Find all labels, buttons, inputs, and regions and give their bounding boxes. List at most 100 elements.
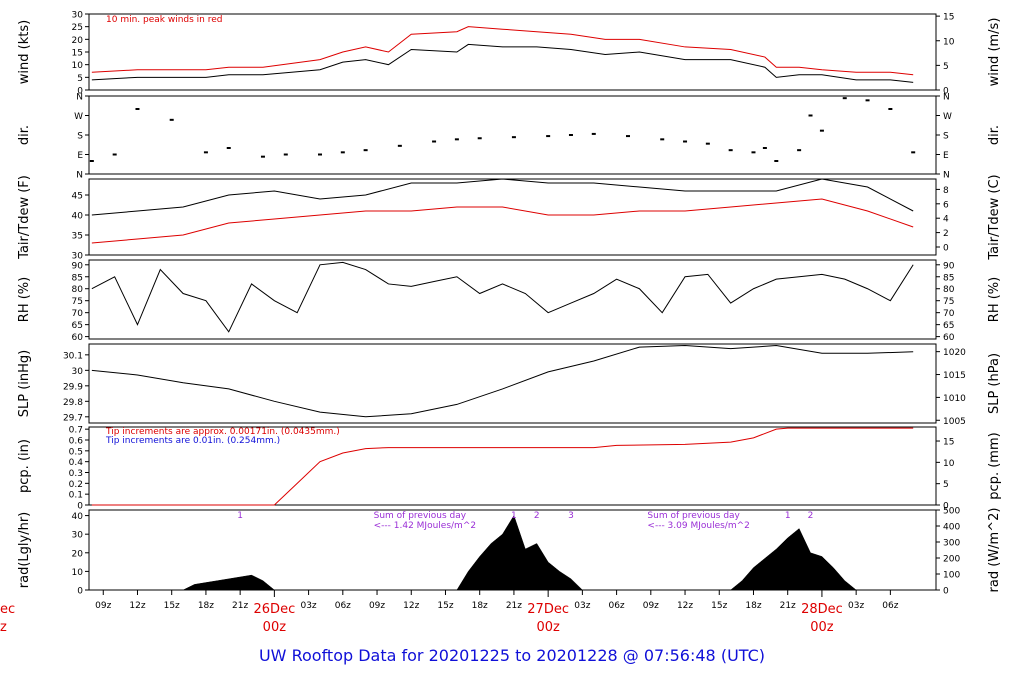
- y-tick-label: 29.8: [63, 398, 83, 408]
- panel-annotation: 2: [534, 511, 540, 521]
- panel-annotation: <--- 3.09 MJoules/m^2: [647, 521, 749, 531]
- x-tick-label: 06z: [335, 601, 351, 611]
- data-point: [260, 155, 265, 158]
- x-tick-label: 15z: [711, 601, 727, 611]
- y-tick-label: 20: [72, 36, 84, 46]
- panel-annotation: <--- 1.42 MJoules/m^2: [374, 521, 476, 531]
- x-tick-label: 06z: [608, 601, 624, 611]
- y-tick-label-right: 1005: [943, 417, 966, 427]
- data-point: [865, 99, 870, 102]
- y-tick-label-right: 400: [943, 523, 960, 533]
- y-tick-label-right: 60: [943, 333, 955, 343]
- panel-annotation: Tip increments are 0.01in. (0.254mm.): [105, 436, 280, 446]
- y-tick-label: 0.5: [69, 447, 83, 457]
- data-point: [751, 151, 756, 154]
- x-tick-label: 15z: [164, 601, 180, 611]
- y-tick-label: N: [76, 93, 83, 103]
- y-tick-label-right: 0: [943, 87, 949, 97]
- y-axis-label-right: SLP (hPa): [987, 353, 1002, 414]
- panel-annotation: 1: [237, 511, 243, 521]
- x-tick-label: 03z: [848, 601, 864, 611]
- y-tick-label: 0.1: [69, 491, 83, 501]
- series-line-0: [91, 43, 914, 83]
- day-label: 27Dec: [527, 602, 569, 617]
- y-tick-label: 30.1: [63, 351, 83, 361]
- y-tick-label: 40: [72, 512, 84, 522]
- y-tick-label: 30: [72, 367, 84, 377]
- x-tick-label: 21z: [232, 601, 248, 611]
- y-tick-label: 35: [72, 232, 83, 242]
- day-label-clipped: ec: [0, 602, 15, 617]
- series-line-0: [91, 261, 914, 333]
- x-tick-label: 12z: [129, 601, 145, 611]
- data-point: [203, 151, 208, 154]
- data-point: [568, 134, 573, 136]
- y-tick-label: 15: [72, 49, 83, 59]
- y-tick-label: 40: [72, 212, 84, 222]
- y-axis-label-right: rad (W/m^2): [987, 508, 1002, 593]
- y-tick-label-right: 2: [943, 229, 949, 239]
- y-tick-label: 45: [72, 192, 83, 202]
- y-tick-label-right: 80: [943, 285, 955, 295]
- y-tick-label: 20: [72, 549, 84, 559]
- panel-annotation: 3: [568, 511, 574, 521]
- y-tick-label: 80: [72, 285, 84, 295]
- y-axis-label-left: Tair/Tdew (F): [17, 175, 32, 260]
- y-tick-label-right: 300: [943, 539, 960, 549]
- y-axis-label-right: Tair/Tdew (C): [987, 174, 1002, 260]
- y-tick-label: 25: [72, 23, 83, 33]
- y-tick-label-right: 6: [943, 200, 949, 210]
- y-tick-label-right: 15: [943, 438, 954, 448]
- y-axis-label-right: wind (m/s): [987, 18, 1002, 87]
- data-point: [683, 140, 688, 143]
- data-point: [546, 135, 551, 138]
- series-line-0: [91, 427, 914, 506]
- data-point: [397, 144, 402, 147]
- data-point: [705, 142, 710, 145]
- day-label-time: 00z: [263, 620, 287, 635]
- y-tick-label-right: 5: [943, 62, 949, 72]
- y-tick-label-right: S: [943, 132, 949, 142]
- data-point: [762, 147, 767, 149]
- y-tick-label-right: 4: [943, 215, 949, 225]
- x-tick-label: 06z: [882, 601, 898, 611]
- y-tick-label: 0: [77, 587, 83, 597]
- data-point: [169, 118, 174, 121]
- y-tick-label: 0: [77, 87, 83, 97]
- x-tick-label: 03z: [300, 601, 316, 611]
- panel-annotation: 2: [808, 511, 814, 521]
- series-line-0: [91, 178, 914, 216]
- data-point: [819, 129, 824, 132]
- y-tick-label: 0.2: [69, 480, 83, 490]
- data-point: [112, 153, 117, 156]
- y-tick-label: 0.3: [69, 469, 83, 479]
- y-tick-label-right: N: [943, 171, 950, 181]
- x-tick-label: 21z: [506, 601, 522, 611]
- y-tick-label: S: [77, 132, 83, 142]
- y-tick-label-right: 0: [943, 502, 949, 512]
- y-tick-label: E: [77, 151, 83, 161]
- y-tick-label-right: N: [943, 93, 950, 103]
- y-axis-label-left: wind (kts): [17, 20, 32, 84]
- data-point: [797, 149, 802, 152]
- x-tick-label: 03z: [574, 601, 590, 611]
- data-point: [89, 160, 94, 162]
- y-tick-label-right: 65: [943, 321, 954, 331]
- day-label-time: 00z: [810, 620, 834, 635]
- y-axis-label-right: pcp. (mm): [987, 432, 1002, 499]
- y-tick-label: 30: [72, 11, 84, 21]
- series-line-1: [91, 198, 914, 244]
- y-tick-label-right: 75: [943, 297, 954, 307]
- y-tick-label-right: 15: [943, 13, 954, 23]
- data-point: [454, 138, 459, 141]
- series-area-0: [183, 514, 857, 591]
- data-point: [477, 137, 482, 140]
- panel-frame-0: [88, 13, 937, 91]
- y-tick-label: N: [76, 171, 83, 181]
- data-point: [226, 147, 231, 149]
- day-label: 26Dec: [254, 602, 296, 617]
- series-line-1: [91, 26, 914, 76]
- x-tick-label: 09z: [95, 601, 111, 611]
- y-tick-label: 30: [72, 531, 84, 541]
